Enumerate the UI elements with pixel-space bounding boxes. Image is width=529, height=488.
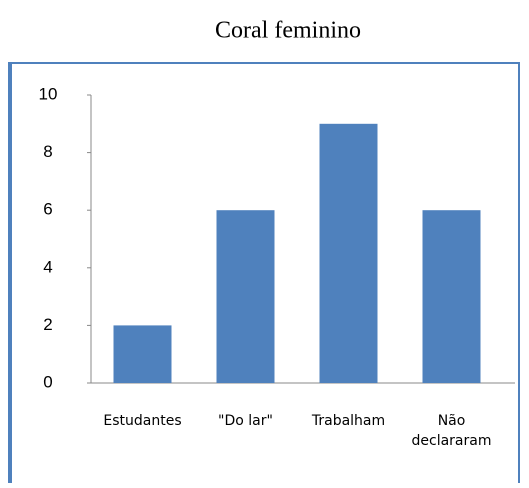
y-tick-label: 0	[43, 372, 52, 391]
x-tick-label: Estudantes	[103, 413, 182, 429]
bar	[319, 123, 378, 384]
bar	[113, 325, 172, 383]
x-tick-label: Não declararam	[411, 413, 492, 449]
y-tick-label: 4	[43, 257, 52, 276]
bar	[422, 210, 481, 383]
y-tick-label: 2	[43, 315, 52, 334]
y-tick-label: 6	[43, 200, 52, 219]
x-tick-label: "Do lar"	[218, 413, 273, 429]
bar	[216, 210, 275, 383]
x-tick-label: Trabalham	[311, 413, 386, 429]
chart-title: Coral feminino	[215, 18, 361, 44]
y-tick-label: 8	[43, 142, 52, 161]
y-tick-label: 10	[39, 84, 58, 103]
